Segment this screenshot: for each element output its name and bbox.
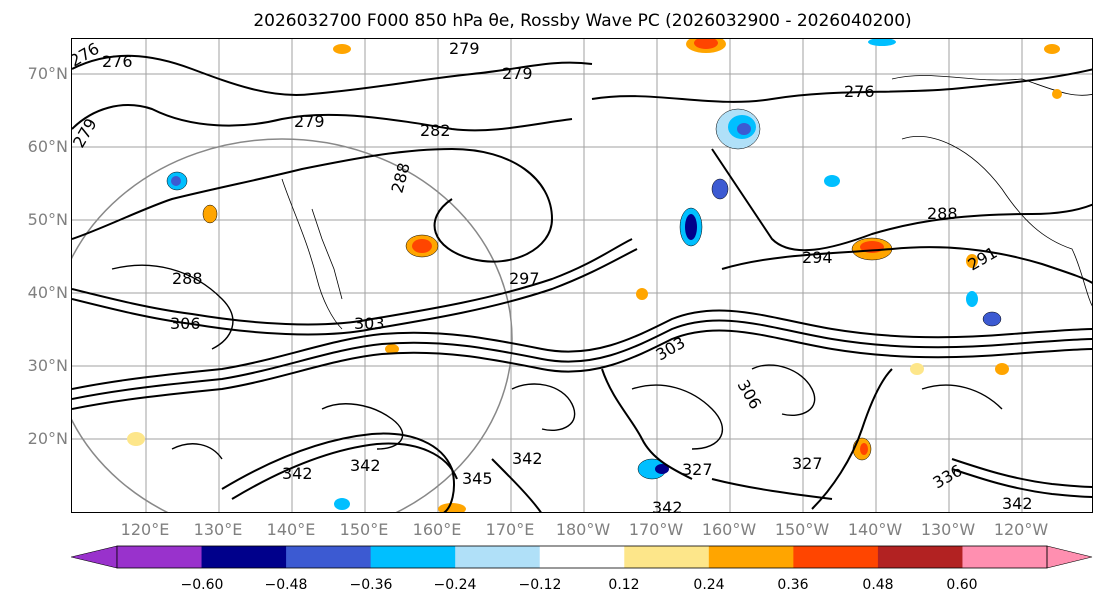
contour-label: 279 — [72, 115, 101, 151]
lon-label-170w: 170°W — [628, 520, 684, 539]
map-canvas: 276 279 276 279 279 276 279 282 288 288 … — [72, 39, 1092, 513]
contour-label: 276 — [102, 52, 133, 71]
colorbar-tick: 0.48 — [862, 577, 894, 593]
lon-label-150w: 150°W — [774, 520, 830, 539]
contour-label: 297 — [509, 269, 540, 288]
colorbar-segment — [455, 546, 541, 568]
contour-label: 342 — [512, 449, 543, 468]
colorbar-segment — [877, 546, 963, 568]
colorbar-tick: 0.36 — [777, 577, 809, 593]
contour-label: 276 — [844, 82, 875, 101]
lon-label-170e: 170°E — [485, 520, 535, 539]
contour-label: 342 — [350, 456, 381, 475]
contour-label: 303 — [354, 314, 385, 333]
colorbar-segment — [201, 546, 287, 568]
colorbar-outline — [116, 545, 1048, 569]
lon-label-140e: 140°E — [266, 520, 316, 539]
map-title: 2026032700 F000 850 hPa θe, Rossby Wave … — [253, 11, 912, 31]
lon-label-160w: 160°W — [701, 520, 757, 539]
colorbar — [70, 545, 1093, 577]
lon-label-130w: 130°W — [920, 520, 976, 539]
contour-label: 306 — [734, 377, 766, 413]
contour-label: 282 — [420, 121, 451, 140]
contour-label: 336 — [930, 461, 966, 493]
colorbar-segment — [286, 546, 372, 568]
contour-label: 294 — [802, 248, 833, 267]
contour-label-group: 276 279 276 279 279 276 279 282 288 288 … — [72, 39, 1033, 513]
contour-label: 342 — [652, 498, 683, 513]
lon-label-160e: 160°E — [412, 520, 462, 539]
contour-label: 288 — [927, 204, 958, 223]
contour-label: 291 — [965, 243, 1001, 275]
colorbar-segment — [793, 546, 879, 568]
lat-label-50n: 50°N — [27, 210, 68, 229]
coastlines — [281, 75, 1092, 330]
colorbar-segment — [962, 546, 1048, 568]
lon-label-130e: 130°E — [193, 520, 243, 539]
lat-label-60n: 60°N — [27, 137, 68, 156]
colorbar-extend-high — [1046, 545, 1093, 569]
colorbar-tick: −0.36 — [349, 577, 393, 593]
lat-label-30n: 30°N — [27, 356, 68, 375]
lon-label-150e: 150°E — [339, 520, 389, 539]
colorbar-tick: −0.48 — [264, 577, 308, 593]
shading-patches — [127, 39, 1062, 512]
contour-label: 327 — [792, 454, 823, 473]
colorbar-segment — [539, 546, 625, 568]
contour-label: 342 — [1002, 494, 1033, 513]
contour-label: 279 — [449, 39, 480, 58]
theta-e-contours — [72, 54, 1092, 512]
contour-label: 288 — [388, 161, 414, 195]
lon-label-120w: 120°W — [993, 520, 1049, 539]
colorbar-segment — [370, 546, 456, 568]
lon-label-140w: 140°W — [847, 520, 903, 539]
contour-label: 279 — [502, 64, 533, 83]
colorbar-extend-low — [70, 545, 118, 569]
colorbar-segment — [117, 546, 203, 568]
lat-label-20n: 20°N — [27, 429, 68, 448]
colorbar-segment — [708, 546, 794, 568]
map-panel: 276 279 276 279 279 276 279 282 288 288 … — [71, 38, 1093, 513]
colorbar-segment — [624, 546, 710, 568]
contour-label: 327 — [682, 460, 713, 479]
colorbar-tick: 0.12 — [608, 577, 640, 593]
contour-label: 288 — [172, 269, 203, 288]
lat-label-70n: 70°N — [27, 64, 68, 83]
colorbar-graphic — [70, 545, 1093, 569]
theta-e-thin-contours — [111, 264, 1003, 460]
contour-label: 306 — [170, 314, 201, 333]
lon-label-120e: 120°E — [120, 520, 170, 539]
lon-label-180w: 180°W — [555, 520, 611, 539]
colorbar-tick: 0.24 — [693, 577, 725, 593]
contour-label: 345 — [462, 469, 493, 488]
lat-label-40n: 40°N — [27, 283, 68, 302]
contour-label: 276 — [72, 39, 102, 70]
colorbar-tick: −0.24 — [433, 577, 477, 593]
colorbar-tick: 0.60 — [946, 577, 978, 593]
contour-label: 342 — [282, 464, 313, 483]
colorbar-tick: −0.60 — [180, 577, 224, 593]
packet-outline — [72, 138, 513, 512]
contour-label: 303 — [653, 333, 689, 365]
colorbar-tick: −0.12 — [518, 577, 562, 593]
contour-label: 279 — [294, 112, 325, 131]
